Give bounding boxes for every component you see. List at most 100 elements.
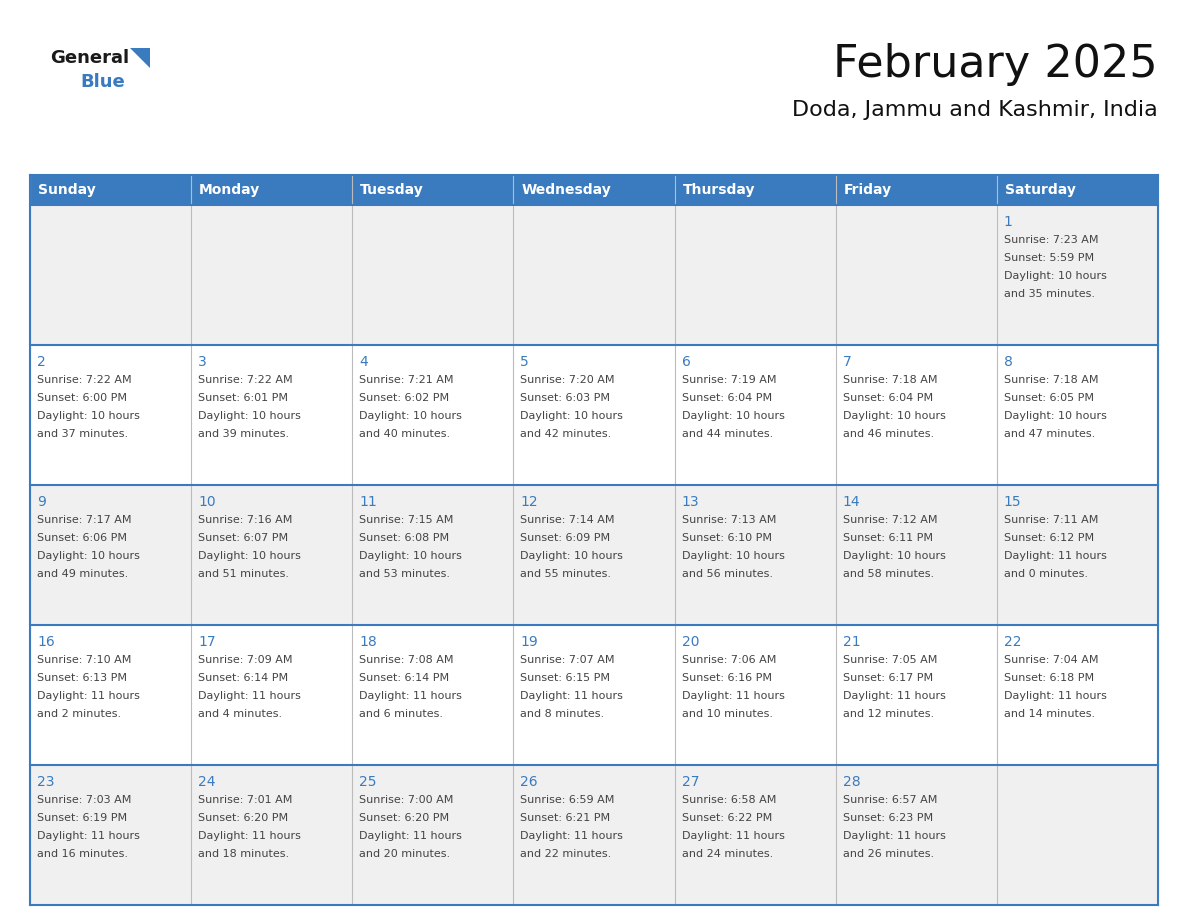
Text: Sunrise: 7:17 AM: Sunrise: 7:17 AM xyxy=(37,515,132,525)
Text: Sunrise: 7:00 AM: Sunrise: 7:00 AM xyxy=(359,795,454,805)
Text: 26: 26 xyxy=(520,775,538,789)
Text: Sunset: 6:01 PM: Sunset: 6:01 PM xyxy=(198,393,289,403)
Text: Sunset: 6:05 PM: Sunset: 6:05 PM xyxy=(1004,393,1094,403)
Text: 9: 9 xyxy=(37,495,46,509)
Text: Saturday: Saturday xyxy=(1005,183,1075,197)
Bar xyxy=(191,625,353,765)
Text: 23: 23 xyxy=(37,775,55,789)
Text: Sunrise: 7:19 AM: Sunrise: 7:19 AM xyxy=(682,375,776,385)
Text: Sunset: 6:14 PM: Sunset: 6:14 PM xyxy=(359,673,449,683)
Text: 7: 7 xyxy=(842,355,852,369)
Text: Daylight: 11 hours: Daylight: 11 hours xyxy=(842,691,946,701)
Text: General: General xyxy=(50,49,129,67)
Bar xyxy=(191,175,353,205)
Bar xyxy=(191,485,353,625)
Text: Sunrise: 7:05 AM: Sunrise: 7:05 AM xyxy=(842,655,937,665)
Bar xyxy=(353,205,513,345)
Text: Sunrise: 7:06 AM: Sunrise: 7:06 AM xyxy=(682,655,776,665)
Bar xyxy=(835,485,997,625)
Bar xyxy=(997,625,1158,765)
Text: Sunrise: 7:09 AM: Sunrise: 7:09 AM xyxy=(198,655,292,665)
Text: Doda, Jammu and Kashmir, India: Doda, Jammu and Kashmir, India xyxy=(792,100,1158,120)
Text: and 35 minutes.: and 35 minutes. xyxy=(1004,289,1095,299)
Bar xyxy=(513,345,675,485)
Text: and 40 minutes.: and 40 minutes. xyxy=(359,429,450,439)
Text: 27: 27 xyxy=(682,775,699,789)
Text: Daylight: 10 hours: Daylight: 10 hours xyxy=(682,411,784,421)
Text: Sunset: 6:06 PM: Sunset: 6:06 PM xyxy=(37,533,127,543)
Bar xyxy=(30,485,191,625)
Bar xyxy=(675,205,835,345)
Text: Sunset: 6:07 PM: Sunset: 6:07 PM xyxy=(198,533,289,543)
Text: Sunset: 6:16 PM: Sunset: 6:16 PM xyxy=(682,673,771,683)
Text: 13: 13 xyxy=(682,495,700,509)
Text: and 55 minutes.: and 55 minutes. xyxy=(520,569,612,579)
Text: Sunrise: 7:14 AM: Sunrise: 7:14 AM xyxy=(520,515,615,525)
Text: and 53 minutes.: and 53 minutes. xyxy=(359,569,450,579)
Bar xyxy=(675,345,835,485)
Bar xyxy=(513,485,675,625)
Bar xyxy=(835,765,997,905)
Text: Sunset: 6:19 PM: Sunset: 6:19 PM xyxy=(37,813,127,823)
Text: Daylight: 10 hours: Daylight: 10 hours xyxy=(1004,271,1107,281)
Text: and 26 minutes.: and 26 minutes. xyxy=(842,849,934,859)
Bar xyxy=(997,485,1158,625)
Text: Sunrise: 7:13 AM: Sunrise: 7:13 AM xyxy=(682,515,776,525)
Text: and 8 minutes.: and 8 minutes. xyxy=(520,709,605,719)
Bar xyxy=(835,625,997,765)
Text: and 56 minutes.: and 56 minutes. xyxy=(682,569,772,579)
Bar xyxy=(30,205,191,345)
Text: February 2025: February 2025 xyxy=(833,43,1158,86)
Text: 3: 3 xyxy=(198,355,207,369)
Text: and 0 minutes.: and 0 minutes. xyxy=(1004,569,1088,579)
Text: Daylight: 11 hours: Daylight: 11 hours xyxy=(198,831,301,841)
Bar xyxy=(353,765,513,905)
Text: Daylight: 11 hours: Daylight: 11 hours xyxy=(1004,691,1107,701)
Text: Sunset: 5:59 PM: Sunset: 5:59 PM xyxy=(1004,253,1094,263)
Bar xyxy=(997,205,1158,345)
Text: Daylight: 11 hours: Daylight: 11 hours xyxy=(1004,551,1107,561)
Text: Daylight: 11 hours: Daylight: 11 hours xyxy=(37,831,140,841)
Text: Sunrise: 7:07 AM: Sunrise: 7:07 AM xyxy=(520,655,615,665)
Text: and 47 minutes.: and 47 minutes. xyxy=(1004,429,1095,439)
Text: Sunset: 6:04 PM: Sunset: 6:04 PM xyxy=(842,393,933,403)
Bar xyxy=(191,345,353,485)
Text: Sunrise: 7:16 AM: Sunrise: 7:16 AM xyxy=(198,515,292,525)
Text: Sunrise: 7:04 AM: Sunrise: 7:04 AM xyxy=(1004,655,1099,665)
Text: 6: 6 xyxy=(682,355,690,369)
Text: Sunrise: 6:57 AM: Sunrise: 6:57 AM xyxy=(842,795,937,805)
Text: 22: 22 xyxy=(1004,635,1022,649)
Bar xyxy=(513,765,675,905)
Text: Sunset: 6:03 PM: Sunset: 6:03 PM xyxy=(520,393,611,403)
Text: and 18 minutes.: and 18 minutes. xyxy=(198,849,289,859)
Text: Daylight: 11 hours: Daylight: 11 hours xyxy=(359,831,462,841)
Bar xyxy=(513,175,675,205)
Text: Sunrise: 7:23 AM: Sunrise: 7:23 AM xyxy=(1004,235,1099,245)
Bar xyxy=(997,345,1158,485)
Text: 14: 14 xyxy=(842,495,860,509)
Text: Daylight: 10 hours: Daylight: 10 hours xyxy=(359,551,462,561)
Text: Daylight: 10 hours: Daylight: 10 hours xyxy=(842,551,946,561)
Text: 17: 17 xyxy=(198,635,216,649)
Text: Tuesday: Tuesday xyxy=(360,183,424,197)
Bar xyxy=(675,765,835,905)
Bar xyxy=(353,175,513,205)
Text: 10: 10 xyxy=(198,495,216,509)
Bar xyxy=(835,205,997,345)
Text: Sunrise: 7:22 AM: Sunrise: 7:22 AM xyxy=(198,375,292,385)
Text: Sunset: 6:13 PM: Sunset: 6:13 PM xyxy=(37,673,127,683)
Text: Daylight: 11 hours: Daylight: 11 hours xyxy=(842,831,946,841)
Text: Daylight: 10 hours: Daylight: 10 hours xyxy=(520,411,624,421)
Text: 4: 4 xyxy=(359,355,368,369)
Text: 28: 28 xyxy=(842,775,860,789)
Text: 16: 16 xyxy=(37,635,55,649)
Text: 5: 5 xyxy=(520,355,529,369)
Text: Sunrise: 6:59 AM: Sunrise: 6:59 AM xyxy=(520,795,615,805)
Text: Daylight: 11 hours: Daylight: 11 hours xyxy=(520,831,624,841)
Text: 25: 25 xyxy=(359,775,377,789)
Text: Sunset: 6:17 PM: Sunset: 6:17 PM xyxy=(842,673,933,683)
Text: and 46 minutes.: and 46 minutes. xyxy=(842,429,934,439)
Text: 1: 1 xyxy=(1004,215,1012,229)
Text: Daylight: 11 hours: Daylight: 11 hours xyxy=(682,831,784,841)
Text: Daylight: 11 hours: Daylight: 11 hours xyxy=(37,691,140,701)
